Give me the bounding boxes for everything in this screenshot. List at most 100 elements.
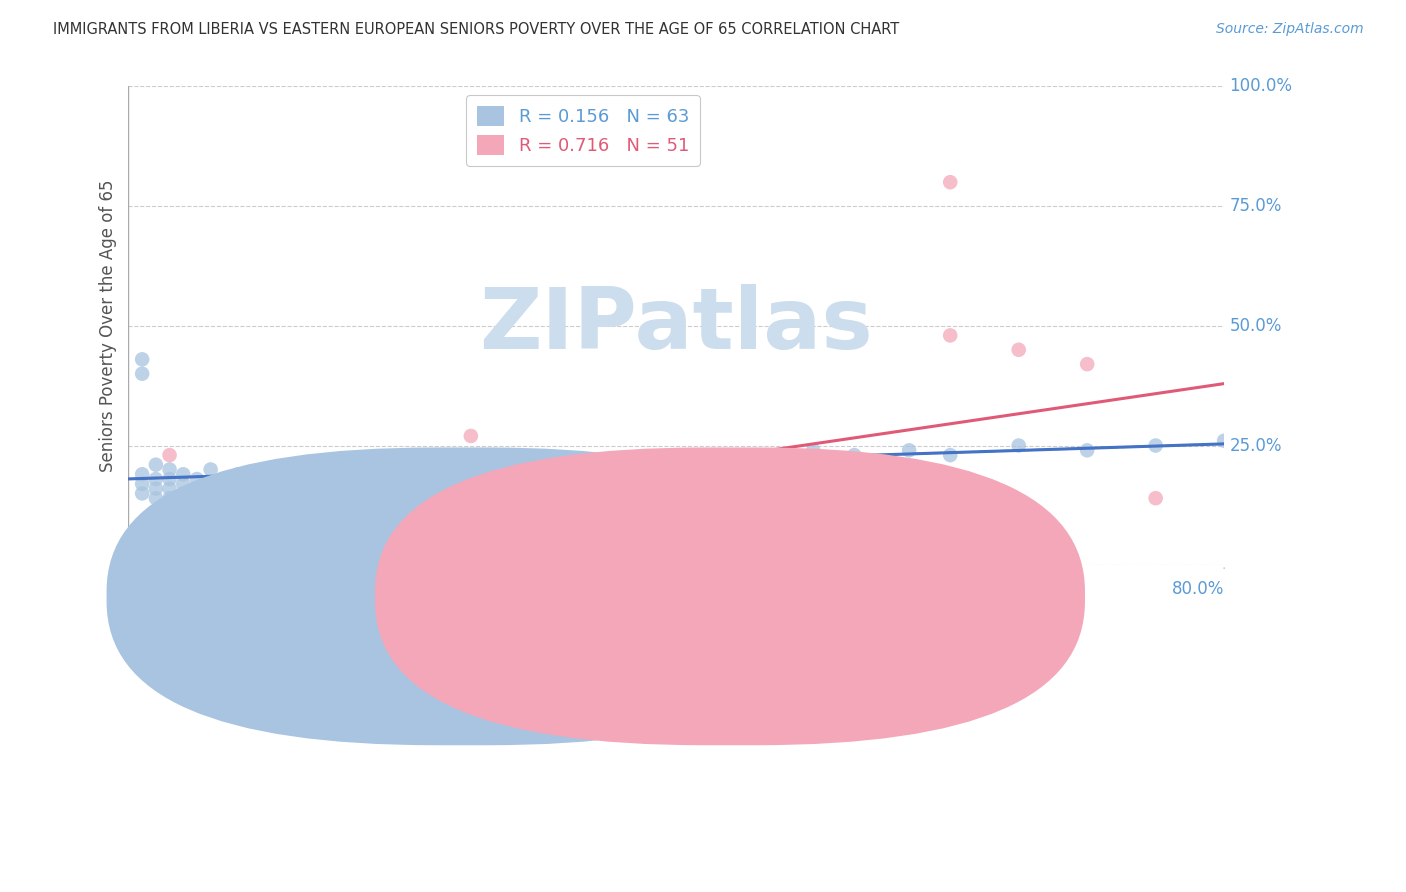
Point <box>309 476 332 491</box>
Point <box>529 506 551 520</box>
Point <box>200 476 222 491</box>
Point <box>747 486 769 500</box>
Point <box>172 476 194 491</box>
Point <box>240 486 263 500</box>
Point <box>172 486 194 500</box>
Point <box>555 458 578 472</box>
Point <box>377 462 399 476</box>
Point <box>200 462 222 476</box>
Point <box>1008 343 1031 357</box>
Point <box>665 448 688 462</box>
Point <box>226 529 249 543</box>
Point <box>898 443 921 458</box>
Point <box>214 524 236 539</box>
Point <box>159 448 181 462</box>
Point <box>159 491 181 506</box>
Point <box>186 482 208 496</box>
FancyBboxPatch shape <box>107 448 817 745</box>
Point <box>159 482 181 496</box>
Text: 75.0%: 75.0% <box>1230 197 1282 215</box>
FancyBboxPatch shape <box>375 448 1085 745</box>
Point <box>322 515 344 529</box>
Point <box>391 510 413 524</box>
Point <box>1076 443 1098 458</box>
Point <box>159 520 181 534</box>
Point <box>214 534 236 549</box>
Text: Immigrants from Liberia: Immigrants from Liberia <box>495 589 681 604</box>
Point <box>569 496 592 510</box>
Point <box>364 472 387 486</box>
Point <box>226 482 249 496</box>
Point <box>391 467 413 482</box>
Point <box>844 448 866 462</box>
Point <box>131 524 153 539</box>
Point <box>596 496 619 510</box>
Point <box>186 491 208 506</box>
Point <box>131 486 153 500</box>
Point <box>1144 491 1167 506</box>
Point <box>269 462 291 476</box>
Point <box>309 520 332 534</box>
Point <box>844 486 866 500</box>
Point <box>254 524 277 539</box>
Point <box>350 510 373 524</box>
Point <box>159 534 181 549</box>
Y-axis label: Seniors Poverty Over the Age of 65: Seniors Poverty Over the Age of 65 <box>100 179 117 472</box>
Point <box>350 462 373 476</box>
Point <box>131 352 153 367</box>
Point <box>596 453 619 467</box>
Text: 80.0%: 80.0% <box>1171 580 1225 598</box>
Point <box>200 529 222 543</box>
Point <box>1008 438 1031 452</box>
Point <box>529 453 551 467</box>
Point <box>200 520 222 534</box>
Point <box>898 482 921 496</box>
Point <box>419 458 441 472</box>
Point <box>706 453 728 467</box>
Point <box>226 467 249 482</box>
Text: IMMIGRANTS FROM LIBERIA VS EASTERN EUROPEAN SENIORS POVERTY OVER THE AGE OF 65 C: IMMIGRANTS FROM LIBERIA VS EASTERN EUROP… <box>53 22 900 37</box>
Point <box>1213 434 1236 448</box>
Point <box>131 367 153 381</box>
Point <box>501 510 523 524</box>
Point <box>159 462 181 476</box>
Point <box>281 482 304 496</box>
Point <box>186 534 208 549</box>
Legend: R = 0.156   N = 63, R = 0.716   N = 51: R = 0.156 N = 63, R = 0.716 N = 51 <box>467 95 700 166</box>
Point <box>1076 357 1098 371</box>
Point <box>1144 438 1167 452</box>
Text: 50.0%: 50.0% <box>1230 317 1282 334</box>
Point <box>939 175 962 189</box>
Point <box>322 482 344 496</box>
Point <box>610 500 633 515</box>
Text: ZIPatlas: ZIPatlas <box>479 285 873 368</box>
Text: Eastern Europeans: Eastern Europeans <box>763 589 908 604</box>
Point <box>214 472 236 486</box>
Point <box>939 448 962 462</box>
Point <box>131 476 153 491</box>
Point <box>529 486 551 500</box>
Point <box>254 482 277 496</box>
Point <box>240 520 263 534</box>
Text: Source: ZipAtlas.com: Source: ZipAtlas.com <box>1216 22 1364 37</box>
Point <box>281 467 304 482</box>
Text: 0.0%: 0.0% <box>128 580 170 598</box>
Point <box>322 467 344 482</box>
Point <box>254 467 277 482</box>
Point <box>145 524 167 539</box>
Point <box>172 529 194 543</box>
Point <box>226 520 249 534</box>
Point <box>939 328 962 343</box>
Point <box>172 467 194 482</box>
Point <box>706 496 728 510</box>
Point <box>145 472 167 486</box>
Point <box>269 476 291 491</box>
Point <box>638 458 661 472</box>
Point <box>801 482 824 496</box>
Text: 100.0%: 100.0% <box>1230 78 1292 95</box>
Point <box>186 491 208 506</box>
Point <box>214 486 236 500</box>
Point <box>240 472 263 486</box>
Point <box>486 458 509 472</box>
Point <box>460 500 482 515</box>
